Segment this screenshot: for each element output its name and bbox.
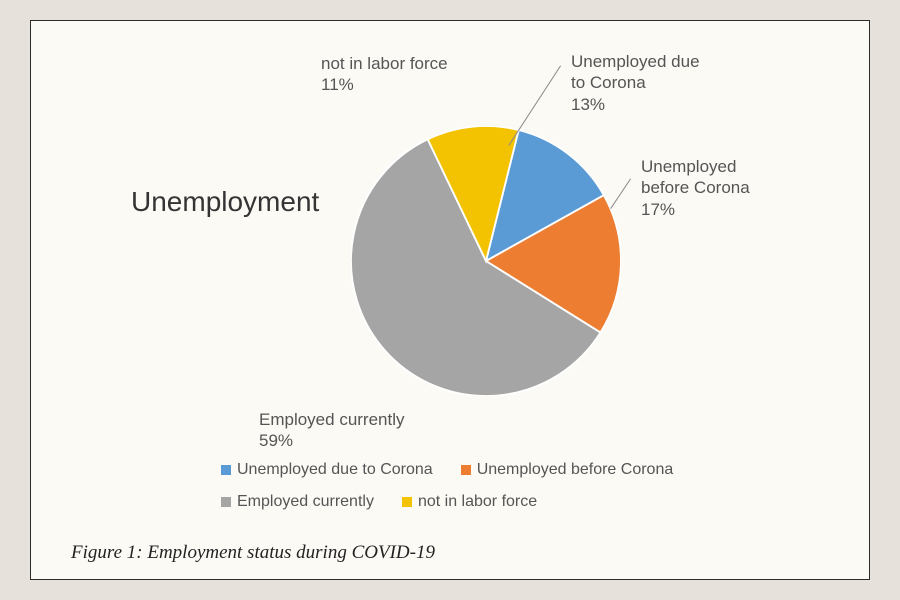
slice-label-3-pct: 11% [321, 75, 354, 94]
legend: Unemployed due to Corona Unemployed befo… [221, 461, 781, 511]
legend-item-1: Unemployed before Corona [461, 461, 674, 479]
legend-label-0: Unemployed due to Corona [237, 461, 433, 479]
slice-label-0-line2: to Corona [571, 73, 646, 92]
slice-label-0-pct: 13% [571, 95, 605, 114]
slice-label-3-line1: not in labor force [321, 54, 448, 73]
legend-item-3: not in labor force [402, 493, 537, 511]
slice-label-2-line1: Employed currently [259, 410, 405, 429]
legend-swatch-3 [402, 497, 412, 507]
slice-label-0-line1: Unemployed due [571, 52, 700, 71]
legend-swatch-0 [221, 465, 231, 475]
pie-svg [351, 126, 621, 396]
slice-label-1-pct: 17% [641, 200, 675, 219]
slice-label-0: Unemployed due to Corona 13% [571, 51, 700, 115]
slice-label-1: Unemployed before Corona 17% [641, 156, 750, 220]
legend-swatch-2 [221, 497, 231, 507]
chart-frame: Unemployment Unemployed due to Corona 13… [30, 20, 870, 580]
pie-chart [351, 126, 621, 396]
legend-swatch-1 [461, 465, 471, 475]
slice-label-3: not in labor force 11% [321, 53, 448, 96]
chart-area: Unemployment Unemployed due to Corona 13… [71, 31, 831, 511]
legend-label-1: Unemployed before Corona [477, 461, 674, 479]
legend-item-0: Unemployed due to Corona [221, 461, 433, 479]
slice-label-2: Employed currently 59% [259, 409, 405, 452]
chart-side-title: Unemployment [131, 186, 319, 218]
slice-label-1-line1: Unemployed [641, 157, 736, 176]
slice-label-1-line2: before Corona [641, 178, 750, 197]
legend-label-3: not in labor force [418, 493, 537, 511]
legend-item-2: Employed currently [221, 493, 374, 511]
slice-label-2-pct: 59% [259, 431, 293, 450]
legend-label-2: Employed currently [237, 493, 374, 511]
figure-caption: Figure 1: Employment status during COVID… [71, 542, 435, 564]
